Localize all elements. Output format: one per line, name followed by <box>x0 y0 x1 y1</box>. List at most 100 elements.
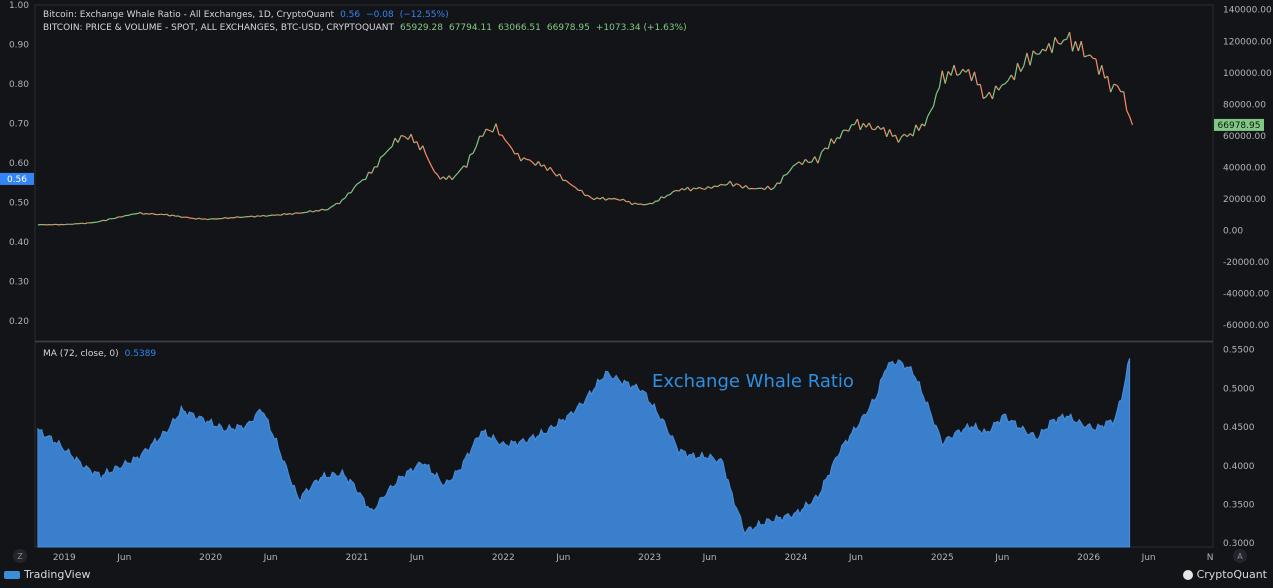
x-axis-tick-label: Jun <box>702 553 717 563</box>
right-axis-tick-label: -20000.00 <box>1223 258 1269 268</box>
price-segment <box>609 199 612 200</box>
price-segment <box>714 186 717 187</box>
right-axis-tick-label: 100000.00 <box>1223 69 1272 79</box>
ma-axis-tick-label: 0.4000 <box>1223 462 1255 472</box>
price-segment <box>1093 58 1096 59</box>
cryptoquant-brand-label: CryptoQuant <box>1197 568 1267 581</box>
left-axis: 1.000.900.800.700.600.500.400.300.20 <box>9 1 29 327</box>
left-axis-tick-label: 0.40 <box>9 238 29 248</box>
x-axis-tick-label: Jun <box>848 553 863 563</box>
x-axis-tick-label: Jun <box>555 553 570 563</box>
price-segment <box>249 216 252 217</box>
left-axis-tick-label: 0.90 <box>9 41 29 51</box>
price-segment <box>644 204 647 205</box>
price-legend-close: 66978.95 <box>547 23 590 33</box>
x-axis-tick-label: Jun <box>263 553 278 563</box>
x-axis-tick-label: Jun <box>994 553 1009 563</box>
left-current-value-label: 0.56 <box>7 175 27 185</box>
left-axis-tick-label: 0.70 <box>9 120 29 130</box>
price-segment <box>290 214 293 215</box>
ma-axis-tick-label: 0.3000 <box>1223 539 1255 549</box>
price-segment <box>337 203 340 204</box>
price-segment <box>676 190 679 191</box>
price-segment <box>205 219 208 220</box>
tradingview-brand[interactable]: TradingView <box>4 568 90 581</box>
right-axis-tick-label: 140000.00 <box>1223 6 1272 16</box>
left-axis-tick-label: 0.50 <box>9 199 29 209</box>
ma-axis-tick-label: 0.3500 <box>1223 500 1255 510</box>
price-segment <box>53 224 56 225</box>
price-segment <box>872 129 875 130</box>
cryptoquant-brand: CryptoQuant <box>1183 568 1267 581</box>
x-axis-tick-label: 2025 <box>931 553 954 563</box>
ma-legend-value: 0.5389 <box>125 349 157 359</box>
left-axis-tick-label: 0.80 <box>9 80 29 90</box>
tradingview-logo-icon <box>4 571 20 579</box>
x-axis-tick-label: N <box>1207 553 1214 563</box>
price-legend[interactable]: BITCOIN: PRICE & VOLUME - SPOT, ALL EXCH… <box>43 23 693 33</box>
x-axis-tick-label: 2024 <box>784 553 807 563</box>
price-segment <box>617 200 620 201</box>
auto-scale-button[interactable]: A <box>1233 549 1247 563</box>
price-segment <box>325 210 328 211</box>
right-axis-tick-label: 20000.00 <box>1223 195 1266 205</box>
ma-legend[interactable]: MA (72, close, 0) 0.5389 <box>43 349 162 359</box>
ratio-legend-change: −0.08 <box>366 10 394 20</box>
price-segment <box>56 224 59 225</box>
chart-annotation: Exchange Whale Ratio <box>652 371 854 392</box>
ratio-legend-value: 0.56 <box>340 10 360 20</box>
right-axis-tick-label: 60000.00 <box>1223 132 1266 142</box>
price-segment <box>667 195 670 196</box>
price-segment <box>243 217 246 218</box>
price-segment <box>702 189 705 190</box>
right-axis-tick-label: 120000.00 <box>1223 37 1272 47</box>
auto-scale-label: A <box>1237 552 1243 561</box>
right-axis-tick-label: -40000.00 <box>1223 290 1269 300</box>
log-scale-button[interactable]: Z <box>13 549 27 563</box>
log-scale-label: Z <box>17 552 23 561</box>
price-segment <box>694 188 697 189</box>
left-axis-tick-label: 0.20 <box>9 317 29 327</box>
price-segment <box>146 214 149 215</box>
ratio-legend-change-pct: (−12.55%) <box>400 10 449 20</box>
right-current-price-label: 66978.95 <box>1218 121 1261 131</box>
price-segment <box>82 223 85 224</box>
cryptoquant-logo-icon <box>1183 570 1193 580</box>
left-axis-tick-label: 0.60 <box>9 159 29 169</box>
price-segment <box>257 216 260 217</box>
x-axis-tick-label: 2019 <box>53 553 76 563</box>
x-axis-tick-label: Jun <box>409 553 424 563</box>
ma-legend-label: MA (72, close, 0) <box>43 349 119 359</box>
price-segment <box>278 215 281 216</box>
right-axis-tick-label: 40000.00 <box>1223 163 1266 173</box>
price-segment <box>301 213 304 214</box>
price-segment <box>97 221 100 222</box>
price-segment <box>64 224 67 225</box>
right-axis-tick-label: 0.00 <box>1223 227 1243 237</box>
x-axis-tick-label: 2026 <box>1077 553 1100 563</box>
price-segment <box>237 217 240 218</box>
ratio-legend[interactable]: Bitcoin: Exchange Whale Ratio - All Exch… <box>43 10 455 20</box>
price-segment <box>161 214 164 215</box>
left-axis-tick-label: 0.30 <box>9 278 29 288</box>
price-segment <box>612 199 615 200</box>
price-segment <box>208 219 211 220</box>
price-legend-change: +1073.34 (+1.63%) <box>596 23 687 33</box>
x-axis-tick-label: Jun <box>1141 553 1156 563</box>
price-segment <box>721 185 724 186</box>
price-segment <box>269 215 272 216</box>
price-legend-open: 65929.28 <box>400 23 443 33</box>
price-segment <box>73 224 76 225</box>
x-axis-tick-label: Jun <box>116 553 131 563</box>
price-segment <box>266 216 269 217</box>
right-axis-tick-label: 80000.00 <box>1223 100 1266 110</box>
ma-axis-tick-label: 0.5000 <box>1223 384 1255 394</box>
ma-axis-tick-label: 0.5500 <box>1223 346 1255 356</box>
price-segment <box>143 214 146 215</box>
right-axis-tick-label: -60000.00 <box>1223 321 1269 331</box>
price-segment <box>149 213 152 214</box>
price-segment <box>158 214 161 215</box>
x-axis-tick-label: 2022 <box>492 553 515 563</box>
